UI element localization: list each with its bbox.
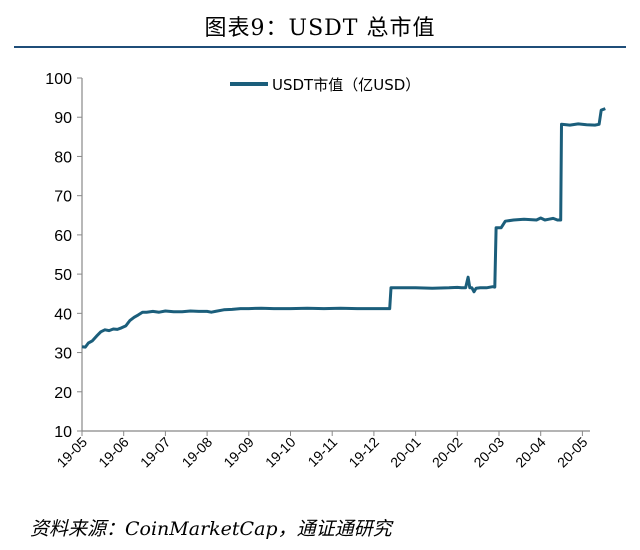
y-tick-label: 60 [54,228,72,245]
x-tick-label: 19-09 [220,434,257,471]
y-tick-label: 100 [45,71,72,88]
source-note: 资料来源：CoinMarketCap，通证通研究 [30,518,392,540]
x-tick-label: 19-12 [345,434,382,471]
legend-label: USDT市值（亿USD） [272,76,420,94]
x-tick-label: 20-05 [554,434,591,471]
series-line-usdt-market-cap [81,107,606,349]
y-tick-label: 50 [54,267,72,284]
title-divider [14,46,626,48]
x-tick-label: 20-01 [387,434,424,471]
y-tick-label: 30 [54,346,72,363]
y-tick-label: 10 [54,424,72,441]
x-tick-label: 20-04 [512,434,549,471]
x-tick-label: 20-02 [429,434,466,471]
chart-legend: USDT市值（亿USD） [230,76,420,94]
x-tick-label: 20-03 [470,434,507,471]
figure-title: 图表9：USDT 总市值 [204,16,436,41]
x-tick-label: 19-11 [304,434,340,470]
y-tick-label: 70 [54,189,72,206]
y-tick-label: 80 [54,149,72,166]
y-tick-label: 20 [54,385,72,402]
x-tick-label: 19-10 [262,434,299,471]
x-tick-label: 19-06 [95,434,132,471]
x-tick-label: 19-08 [179,434,216,471]
x-tick-label: 19-07 [137,434,174,471]
y-tick-label: 90 [54,110,72,127]
y-tick-label: 40 [54,306,72,323]
